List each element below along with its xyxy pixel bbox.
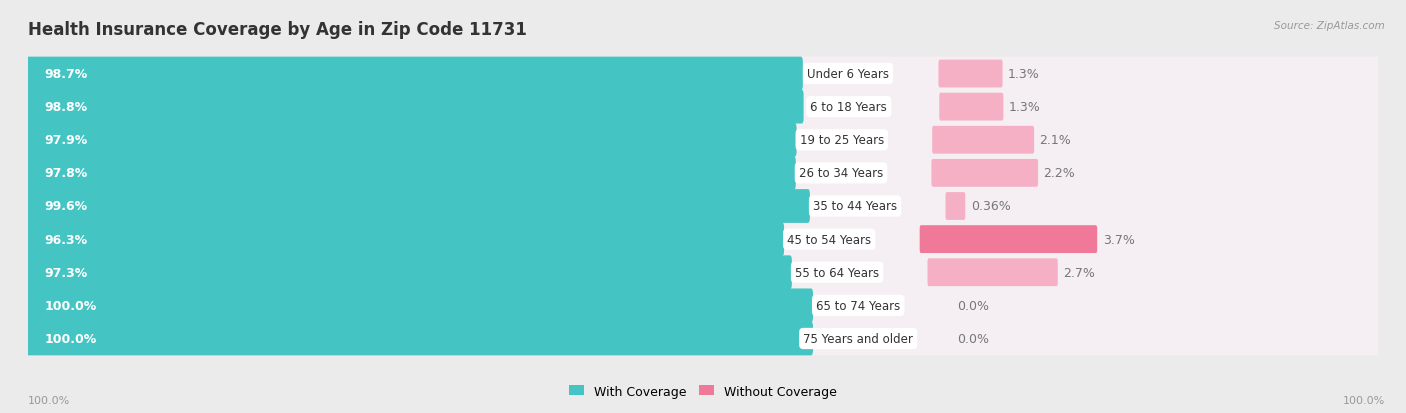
FancyBboxPatch shape: [27, 289, 1379, 323]
FancyBboxPatch shape: [932, 126, 1035, 154]
FancyBboxPatch shape: [928, 259, 1057, 287]
Text: 1.3%: 1.3%: [1008, 101, 1040, 114]
FancyBboxPatch shape: [938, 60, 1002, 88]
Text: 1.3%: 1.3%: [1008, 68, 1040, 81]
FancyBboxPatch shape: [27, 322, 813, 356]
Text: 100.0%: 100.0%: [1343, 395, 1385, 405]
FancyBboxPatch shape: [27, 157, 796, 190]
FancyBboxPatch shape: [27, 223, 1379, 256]
Text: 97.8%: 97.8%: [45, 167, 87, 180]
Text: 98.7%: 98.7%: [45, 68, 87, 81]
Text: 55 to 64 Years: 55 to 64 Years: [794, 266, 879, 279]
FancyBboxPatch shape: [27, 289, 813, 323]
Text: 98.8%: 98.8%: [45, 101, 87, 114]
Text: 97.3%: 97.3%: [45, 266, 87, 279]
FancyBboxPatch shape: [27, 90, 1379, 124]
FancyBboxPatch shape: [27, 157, 1379, 190]
Text: 35 to 44 Years: 35 to 44 Years: [813, 200, 897, 213]
FancyBboxPatch shape: [27, 57, 803, 91]
Legend: With Coverage, Without Coverage: With Coverage, Without Coverage: [564, 380, 842, 403]
Text: 97.9%: 97.9%: [45, 134, 87, 147]
Text: 6 to 18 Years: 6 to 18 Years: [810, 101, 887, 114]
FancyBboxPatch shape: [27, 190, 810, 223]
FancyBboxPatch shape: [27, 190, 1379, 223]
Text: Under 6 Years: Under 6 Years: [807, 68, 889, 81]
Text: 0.0%: 0.0%: [956, 299, 988, 312]
FancyBboxPatch shape: [920, 225, 1097, 254]
Text: Source: ZipAtlas.com: Source: ZipAtlas.com: [1274, 21, 1385, 31]
Text: 100.0%: 100.0%: [28, 395, 70, 405]
FancyBboxPatch shape: [931, 159, 1038, 188]
Text: 2.2%: 2.2%: [1043, 167, 1076, 180]
FancyBboxPatch shape: [27, 90, 804, 124]
Text: Health Insurance Coverage by Age in Zip Code 11731: Health Insurance Coverage by Age in Zip …: [28, 21, 527, 38]
Text: 26 to 34 Years: 26 to 34 Years: [799, 167, 883, 180]
Text: 3.7%: 3.7%: [1102, 233, 1135, 246]
FancyBboxPatch shape: [27, 57, 1379, 91]
Text: 96.3%: 96.3%: [45, 233, 87, 246]
FancyBboxPatch shape: [27, 256, 792, 290]
FancyBboxPatch shape: [27, 223, 785, 256]
FancyBboxPatch shape: [945, 192, 966, 221]
FancyBboxPatch shape: [27, 123, 797, 157]
Text: 45 to 54 Years: 45 to 54 Years: [787, 233, 872, 246]
FancyBboxPatch shape: [939, 93, 1004, 121]
FancyBboxPatch shape: [27, 123, 1379, 157]
FancyBboxPatch shape: [27, 322, 1379, 356]
Text: 100.0%: 100.0%: [45, 299, 97, 312]
FancyBboxPatch shape: [27, 256, 1379, 290]
Text: 0.0%: 0.0%: [956, 332, 988, 345]
Text: 0.36%: 0.36%: [970, 200, 1011, 213]
Text: 75 Years and older: 75 Years and older: [803, 332, 912, 345]
Text: 100.0%: 100.0%: [45, 332, 97, 345]
Text: 65 to 74 Years: 65 to 74 Years: [815, 299, 900, 312]
Text: 2.1%: 2.1%: [1039, 134, 1071, 147]
Text: 99.6%: 99.6%: [45, 200, 87, 213]
Text: 19 to 25 Years: 19 to 25 Years: [800, 134, 884, 147]
Text: 2.7%: 2.7%: [1063, 266, 1095, 279]
